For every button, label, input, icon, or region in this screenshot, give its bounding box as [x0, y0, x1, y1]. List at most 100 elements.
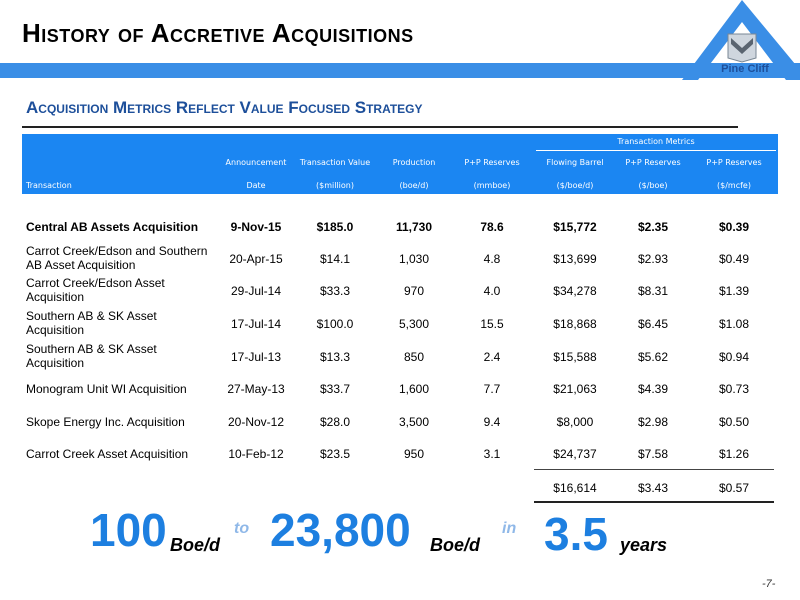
summary-to-value: 23,800 [270, 504, 411, 556]
reserves-mmboe: 2.4 [483, 350, 501, 364]
reserves-per-boe: $2.35 [637, 220, 669, 234]
page-title: History of Accretive Acquisitions [22, 18, 414, 48]
production: 950 [403, 447, 425, 461]
summary-years-unit: years [620, 535, 668, 555]
production: 5,300 [398, 317, 430, 331]
flowing-barrel: $13,699 [553, 252, 597, 266]
summary-years-value: 3.5 [544, 508, 608, 560]
production: 1,030 [398, 252, 430, 266]
col-header-reserves-mmboe-l1: P+P Reserves [464, 158, 520, 167]
col-header-value-l1: Transaction Value [299, 158, 371, 167]
reserves-per-mcfe: $1.39 [718, 284, 750, 298]
col-header-transaction: Transaction [26, 181, 72, 190]
flowing-barrel: $15,588 [553, 350, 597, 364]
production: 850 [403, 350, 425, 364]
logo-text: Pine Cliff [721, 63, 769, 75]
transaction-name: Southern AB & SK Asset Acquisition [26, 309, 157, 337]
reserves-mmboe: 78.6 [480, 220, 504, 234]
total-flowing-barrel: $16,614 [553, 481, 597, 495]
reserves-per-boe: $5.62 [637, 350, 669, 364]
transaction-name: Monogram Unit WI Acquisition [26, 382, 187, 396]
announcement-date: 27-May-13 [227, 382, 285, 396]
col-header-date-l2: Date [246, 181, 266, 190]
totals-divider-top [534, 469, 774, 470]
col-header-date-l1: Announcement [225, 158, 287, 167]
reserves-per-boe: $2.98 [637, 415, 669, 429]
reserves-per-boe: $4.39 [637, 382, 669, 396]
subtitle-divider [22, 126, 738, 128]
summary-from-value: 100 [90, 504, 167, 556]
transaction-value: $28.0 [319, 415, 351, 429]
reserves-mmboe: 7.7 [483, 382, 501, 396]
reserves-per-mcfe: $1.26 [718, 447, 750, 461]
reserves-mmboe: 15.5 [480, 317, 504, 331]
production: 3,500 [398, 415, 430, 429]
table-header [22, 134, 778, 194]
transaction-name: Central AB Assets Acquisition [26, 220, 199, 234]
col-header-flowing-l1: Flowing Barrel [546, 158, 604, 167]
announcement-date: 29-Jul-14 [230, 284, 282, 298]
flowing-barrel: $34,278 [553, 284, 597, 298]
transaction-value: $13.3 [319, 350, 351, 364]
reserves-mmboe: 3.1 [483, 447, 501, 461]
announcement-date: 10-Feb-12 [228, 447, 284, 461]
title-bar [0, 63, 800, 78]
production: 1,600 [398, 382, 430, 396]
col-header-production-l2: (boe/d) [399, 181, 429, 190]
announcement-date: 17-Jul-14 [230, 317, 282, 331]
announcement-date: 20-Apr-15 [229, 252, 283, 266]
transaction-value: $14.1 [319, 252, 351, 266]
reserves-mmboe: 4.8 [483, 252, 501, 266]
transaction-value: $185.0 [316, 220, 354, 234]
summary-to-word: to [234, 520, 250, 537]
transaction-name: Carrot Creek/Edson Asset Acquisition [26, 276, 165, 304]
page-number: -7- [762, 578, 776, 590]
col-header-reserves-boe-l1: P+P Reserves [625, 158, 681, 167]
subtitle: Acquisition Metrics Reflect Value Focuse… [26, 98, 423, 117]
transaction-name: Southern AB & SK Asset Acquisition [26, 342, 157, 370]
flowing-barrel: $21,063 [553, 382, 597, 396]
reserves-per-mcfe: $0.49 [718, 252, 750, 266]
flowing-barrel: $15,772 [553, 220, 597, 234]
company-logo [682, 0, 800, 80]
summary-from-unit: Boe/d [170, 535, 221, 555]
transaction-value: $100.0 [316, 317, 354, 331]
transaction-value: $33.7 [319, 382, 351, 396]
reserves-per-mcfe: $0.94 [718, 350, 750, 364]
transaction-value: $23.5 [319, 447, 351, 461]
transaction-metrics-header: Transaction Metrics [617, 137, 695, 146]
production: 970 [403, 284, 425, 298]
col-header-flowing-l2: ($/boe/d) [556, 181, 594, 190]
reserves-per-mcfe: $0.50 [718, 415, 750, 429]
transaction-name: Skope Energy Inc. Acquisition [26, 415, 185, 429]
production: 11,730 [395, 220, 433, 234]
summary-to-unit: Boe/d [430, 535, 481, 555]
total-reserves-per-boe: $3.43 [637, 481, 669, 495]
reserves-per-boe: $7.58 [637, 447, 669, 461]
col-header-production-l1: Production [392, 158, 436, 167]
total-reserves-per-mcfe: $0.57 [718, 481, 750, 495]
summary-in-word: in [502, 520, 517, 537]
flowing-barrel: $8,000 [556, 415, 594, 429]
announcement-date: 9-Nov-15 [230, 220, 282, 234]
reserves-mmboe: 9.4 [483, 415, 501, 429]
reserves-per-boe: $8.31 [637, 284, 669, 298]
flowing-barrel: $18,868 [553, 317, 597, 331]
reserves-per-mcfe: $1.08 [718, 317, 750, 331]
reserves-mmboe: 4.0 [483, 284, 501, 298]
transaction-name: Carrot Creek Asset Acquisition [26, 447, 189, 461]
transaction-name: Carrot Creek/Edson and Southern AB Asset… [26, 244, 208, 272]
transaction-value: $33.3 [319, 284, 351, 298]
announcement-date: 17-Jul-13 [230, 350, 282, 364]
col-header-reserves-mcfe-l2: ($/mcfe) [717, 181, 751, 190]
col-header-reserves-boe-l2: ($/boe) [638, 181, 668, 190]
col-header-value-l2: ($million) [316, 181, 354, 190]
reserves-per-mcfe: $0.73 [718, 382, 750, 396]
col-header-reserves-mmboe-l2: (mmboe) [473, 181, 511, 190]
metrics-header-divider [536, 150, 776, 151]
reserves-per-boe: $2.93 [637, 252, 669, 266]
reserves-per-mcfe: $0.39 [718, 220, 750, 234]
announcement-date: 20-Nov-12 [227, 415, 285, 429]
logo-roof-icon [682, 0, 800, 80]
col-header-reserves-mcfe-l1: P+P Reserves [706, 158, 762, 167]
